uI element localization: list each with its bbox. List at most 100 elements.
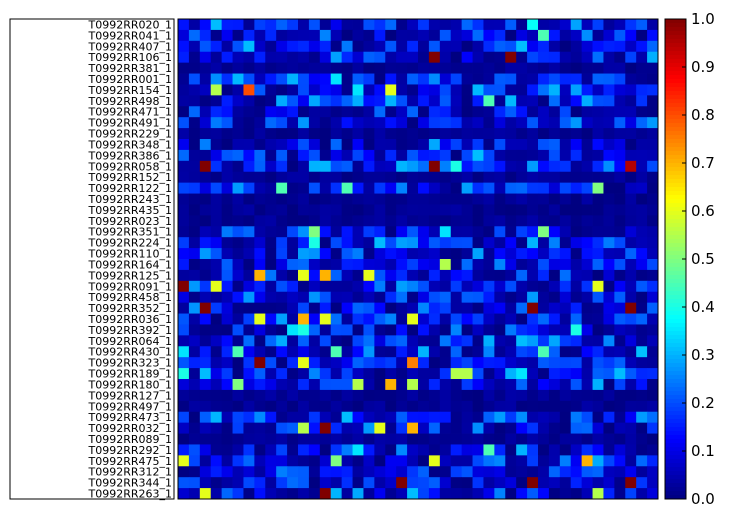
heatmap-cell (319, 400, 332, 413)
heatmap-cell (505, 488, 517, 500)
heatmap-cell (221, 73, 233, 85)
heatmap-cell (516, 291, 528, 304)
heatmap-cell (538, 433, 550, 445)
colorbar-segment (665, 127, 686, 132)
heatmap-cell (461, 488, 473, 500)
heatmap-cell (450, 357, 463, 369)
heatmap-cell (407, 259, 419, 271)
heatmap-cell (396, 291, 408, 304)
heatmap-cell (614, 433, 626, 445)
heatmap-cell (494, 40, 506, 53)
heatmap-cell (396, 106, 408, 118)
heatmap-cell (232, 368, 244, 380)
heatmap-cell (319, 237, 332, 249)
heatmap-cell (559, 368, 572, 380)
heatmap-cell (287, 171, 299, 184)
heatmap-cell (505, 368, 517, 380)
heatmap-cell (483, 379, 495, 391)
heatmap-cell (548, 62, 561, 74)
heatmap-cell (308, 95, 321, 107)
heatmap-cell (548, 215, 561, 227)
heatmap-cell (319, 433, 332, 445)
heatmap-cell (407, 215, 419, 227)
heatmap-cell (647, 280, 659, 293)
heatmap-cell (581, 160, 593, 173)
colorbar-segment (665, 335, 686, 340)
heatmap-cell (603, 422, 615, 434)
heatmap-cell (188, 248, 201, 260)
heatmap-cell (614, 280, 626, 293)
heatmap-cell (374, 62, 386, 74)
heatmap-cell (396, 302, 408, 314)
heatmap-cell (385, 433, 397, 445)
heatmap-cell (439, 139, 452, 151)
heatmap-cell (472, 455, 484, 467)
heatmap-cell (527, 226, 539, 238)
heatmap-cell (188, 106, 201, 118)
heatmap-cell (330, 139, 343, 151)
heatmap-cell (374, 422, 386, 434)
heatmap-cell (385, 226, 397, 238)
heatmap-cell (363, 368, 375, 380)
heatmap-cell (210, 149, 223, 162)
colorbar-segment (665, 163, 686, 168)
heatmap-cell (319, 95, 332, 107)
heatmap-cell (407, 269, 419, 282)
heatmap-cell (385, 139, 397, 151)
heatmap-cell (363, 95, 375, 107)
heatmap-cell (396, 204, 408, 216)
heatmap-cell (527, 411, 539, 424)
colorbar-segment (665, 191, 686, 196)
heatmap-cell (625, 444, 637, 456)
heatmap-cell (603, 139, 615, 151)
heatmap-cell (407, 29, 419, 42)
heatmap-cell (418, 128, 430, 140)
heatmap-cell (614, 204, 626, 216)
heatmap-cell (254, 84, 266, 96)
heatmap-cell (363, 324, 375, 336)
heatmap-cell (505, 411, 517, 424)
heatmap-cell (276, 29, 288, 42)
heatmap-cell (625, 19, 637, 31)
heatmap-cell (210, 259, 223, 271)
heatmap-cell (298, 117, 310, 129)
heatmap-cell (265, 40, 277, 53)
heatmap-cell (581, 368, 593, 380)
heatmap-cell (614, 95, 626, 107)
heatmap-cell (276, 269, 288, 282)
heatmap-cell (210, 422, 223, 434)
heatmap-cell (341, 19, 353, 31)
heatmap-cell (647, 248, 659, 260)
heatmap-cell (276, 62, 288, 74)
heatmap-cell (221, 444, 233, 456)
heatmap-cell (461, 40, 473, 53)
heatmap-cell (548, 226, 561, 238)
heatmap-cell (418, 488, 430, 500)
heatmap-cell (276, 139, 288, 151)
heatmap-cell (472, 291, 484, 304)
colorbar-segment (665, 347, 686, 352)
colorbar-segment (665, 119, 686, 124)
heatmap-cell (647, 477, 659, 489)
heatmap-cell (319, 117, 332, 129)
heatmap-cell (581, 259, 593, 271)
heatmap-cell (199, 455, 212, 467)
heatmap-cell (199, 204, 212, 216)
heatmap-cell (450, 324, 463, 336)
heatmap-cell (472, 335, 484, 347)
heatmap-cell (352, 171, 364, 184)
heatmap-cell (199, 106, 212, 118)
heatmap-cell (625, 29, 637, 42)
heatmap-cell (276, 477, 288, 489)
heatmap-cell (243, 379, 255, 391)
colorbar-segment (665, 243, 686, 248)
heatmap-cell (538, 291, 550, 304)
heatmap-cell (330, 95, 343, 107)
heatmap-cell (254, 488, 266, 500)
heatmap-cell (341, 444, 353, 456)
heatmap-cell (210, 488, 223, 500)
heatmap-cell (298, 433, 310, 445)
heatmap-cell (276, 95, 288, 107)
heatmap-cell (287, 379, 299, 391)
heatmap-cell (287, 411, 299, 424)
